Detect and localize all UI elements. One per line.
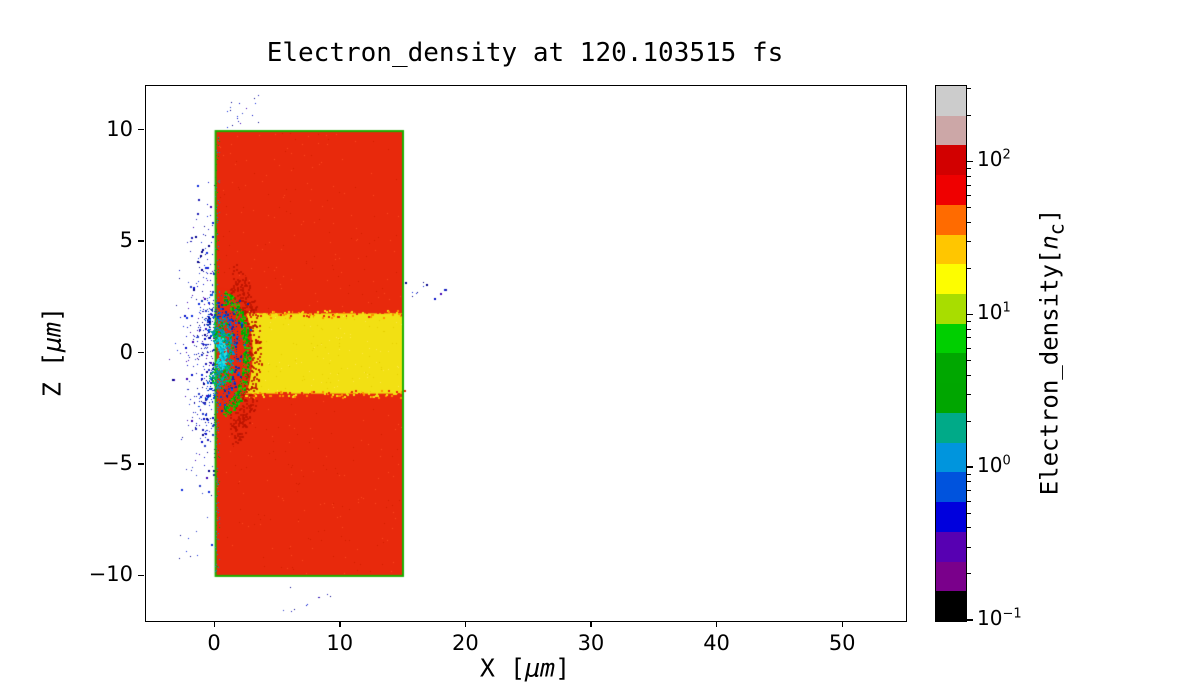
x-tick-mark: [716, 621, 718, 627]
colorbar-minor-tick-mark: [967, 194, 971, 196]
colorbar-minor-tick-mark: [967, 87, 971, 89]
colorbar-minor-tick-mark: [967, 175, 971, 177]
colorbar-band: [936, 442, 966, 473]
colorbar-tick-label: 102: [977, 147, 1011, 172]
colorbar-minor-tick-mark: [967, 114, 971, 116]
x-tick-label: 40: [703, 631, 730, 655]
colorbar-band: [936, 86, 966, 116]
y-tick-mark: [138, 128, 144, 131]
y-tick-mark: [138, 240, 144, 242]
colorbar-minor-tick-mark: [967, 393, 971, 395]
x-axis-label: X [μm]: [479, 653, 571, 683]
colorbar-tick-mark: [967, 619, 973, 621]
colorbar-tick-label: 101: [977, 300, 1011, 325]
colorbar-minor-tick-mark: [967, 240, 971, 242]
colorbar: [935, 85, 967, 622]
colorbar-minor-tick-mark: [967, 481, 971, 483]
y-tick-label: −5: [102, 450, 133, 475]
colorbar-band: [936, 383, 966, 413]
x-tick-mark: [590, 621, 592, 627]
colorbar-label: Electron_density[nc]: [1035, 208, 1069, 496]
colorbar-minor-tick-mark: [967, 573, 971, 575]
y-tick-label: 10: [106, 116, 133, 141]
colorbar-minor-tick-mark: [967, 546, 971, 548]
colorbar-band: [936, 204, 966, 235]
colorbar-minor-tick-mark: [967, 527, 971, 529]
chart-title: Electron_density at 120.103515 fs: [266, 38, 784, 68]
colorbar-band: [936, 472, 966, 503]
colorbar-band: [936, 323, 966, 354]
y-tick-mark: [138, 351, 144, 354]
x-tick-mark: [339, 621, 341, 627]
colorbar-minor-tick-mark: [967, 221, 971, 223]
colorbar-band: [936, 175, 966, 205]
x-tick-label: 20: [451, 631, 479, 655]
x-tick-mark: [841, 621, 844, 627]
colorbar-tick-mark: [967, 466, 973, 468]
x-tick-label: 10: [326, 631, 354, 655]
colorbar-minor-tick-mark: [967, 328, 971, 330]
colorbar-minor-tick-mark: [967, 490, 971, 492]
colorbar-tick-mark: [967, 160, 973, 163]
heatmap-canvas: [146, 86, 906, 621]
x-tick-mark: [213, 621, 215, 627]
colorbar-band: [936, 591, 966, 621]
colorbar-minor-tick-mark: [967, 167, 971, 169]
y-axis-label: Z [μm]: [37, 306, 67, 398]
y-tick-mark: [138, 574, 144, 577]
colorbar-band: [936, 412, 966, 443]
colorbar-minor-tick-mark: [967, 473, 971, 475]
colorbar-minor-tick-mark: [967, 267, 971, 269]
colorbar-band: [936, 294, 966, 324]
colorbar-tick-mark: [967, 313, 973, 315]
plot-area: [145, 85, 907, 622]
colorbar-band: [936, 502, 966, 532]
colorbar-minor-tick-mark: [967, 374, 971, 376]
colorbar-band: [936, 561, 966, 592]
colorbar-band: [936, 234, 966, 265]
y-tick-label: 0: [119, 339, 133, 364]
y-tick-label: 5: [119, 228, 133, 253]
colorbar-band: [936, 145, 966, 176]
x-tick-label: 30: [577, 631, 605, 655]
colorbar-minor-tick-mark: [967, 512, 971, 514]
colorbar-minor-tick-mark: [967, 206, 971, 208]
x-tick-label: 0: [207, 631, 221, 655]
colorbar-minor-tick-mark: [967, 337, 971, 339]
x-tick-label: 50: [828, 631, 856, 655]
colorbar-minor-tick-mark: [967, 359, 971, 361]
colorbar-minor-tick-mark: [967, 500, 971, 502]
colorbar-minor-tick-mark: [967, 420, 971, 422]
colorbar-minor-tick-mark: [967, 320, 971, 322]
x-tick-mark: [464, 621, 467, 627]
y-tick-label: −10: [88, 562, 133, 587]
colorbar-band: [936, 264, 966, 295]
y-tick-mark: [138, 463, 144, 465]
colorbar-tick-label: 10−1: [977, 606, 1022, 630]
colorbar-minor-tick-mark: [967, 184, 971, 186]
colorbar-band: [936, 115, 966, 146]
colorbar-band: [936, 353, 966, 384]
colorbar-minor-tick-mark: [967, 347, 971, 349]
colorbar-tick-label: 100: [977, 453, 1011, 478]
colorbar-band: [936, 531, 966, 562]
